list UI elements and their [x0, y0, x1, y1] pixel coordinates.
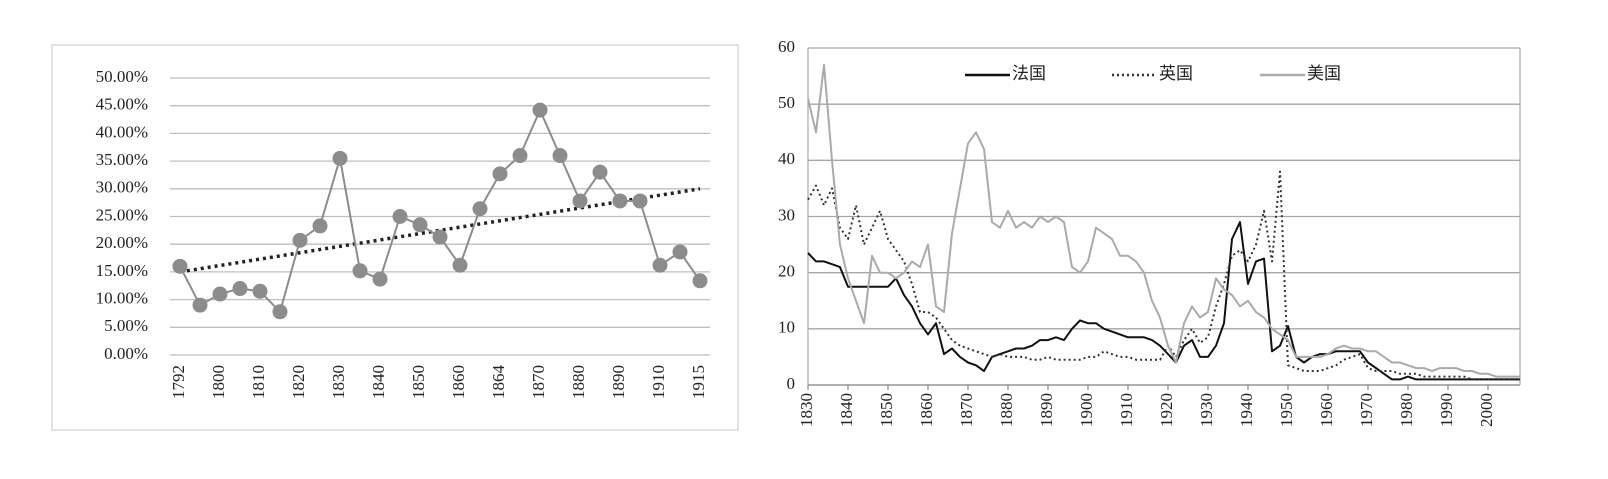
y-tick-label: 30.00%: [96, 178, 148, 197]
marker: [492, 166, 508, 182]
x-tick-label: 1840: [837, 393, 856, 427]
x-tick-label: 1810: [249, 365, 268, 399]
y-tick-label: 20: [778, 262, 795, 281]
x-tick-label: 1880: [569, 365, 588, 399]
x-tick-label: 1980: [1397, 393, 1416, 427]
x-tick-label: 1880: [997, 393, 1016, 427]
y-tick-label: 10: [778, 318, 795, 337]
marker: [312, 218, 328, 234]
marker: [532, 102, 548, 118]
legend-label: 美国: [1307, 64, 1341, 83]
marker: [452, 257, 468, 273]
series-line: [807, 170, 1520, 381]
marker: [212, 286, 228, 302]
y-tick-label: 5.00%: [104, 316, 148, 335]
marker: [672, 244, 688, 260]
x-tick-label: 1900: [1077, 393, 1096, 427]
x-tick-label: 1960: [1317, 393, 1336, 427]
marker: [432, 229, 448, 245]
y-tick-label: 60: [778, 37, 795, 56]
marker: [272, 304, 288, 320]
chart-frame: [51, 44, 739, 431]
x-tick-label: 1830: [329, 365, 348, 399]
y-tick-label: 50: [778, 93, 795, 112]
y-tick-label: 0.00%: [104, 344, 148, 363]
y-tick-label: 35.00%: [96, 150, 148, 169]
marker: [172, 258, 188, 274]
marker: [232, 281, 248, 297]
marker: [252, 283, 268, 299]
series-line: [807, 221, 1520, 381]
x-tick-label: 1850: [877, 393, 896, 427]
y-tick-label: 40.00%: [96, 122, 148, 141]
y-tick-label: 15.00%: [96, 261, 148, 280]
legend-label: 英国: [1159, 64, 1193, 83]
x-tick-label: 1915: [689, 365, 708, 399]
x-tick-label: 1890: [609, 365, 628, 399]
x-tick-label: 1910: [1117, 393, 1136, 427]
marker: [572, 193, 588, 209]
x-tick-label: 1792: [169, 365, 188, 399]
marker: [692, 273, 708, 289]
y-tick-label: 30: [778, 205, 795, 224]
marker: [392, 209, 408, 224]
series-line: [179, 109, 701, 313]
y-tick-label: 10.00%: [96, 289, 148, 308]
x-tick-label: 1930: [1197, 393, 1216, 427]
x-tick-label: 1920: [1157, 393, 1176, 427]
y-tick-label: 45.00%: [96, 95, 148, 114]
x-tick-label: 1840: [369, 365, 388, 399]
marker: [472, 201, 488, 217]
marker: [552, 148, 568, 164]
x-tick-label: 2000: [1477, 393, 1496, 427]
marker: [652, 257, 668, 273]
marker: [192, 297, 208, 313]
x-tick-label: 1940: [1237, 393, 1256, 427]
legend-label: 法国: [1012, 64, 1046, 83]
marker: [352, 263, 368, 279]
y-tick-label: 50.00%: [96, 67, 148, 86]
marker: [332, 150, 348, 166]
series-line: [807, 63, 1520, 378]
x-tick-label: 1860: [449, 365, 468, 399]
x-tick-label: 1990: [1437, 393, 1456, 427]
marker: [612, 193, 628, 209]
x-tick-label: 1950: [1277, 393, 1296, 427]
marker: [292, 232, 308, 248]
x-tick-label: 1870: [957, 393, 976, 427]
x-tick-label: 1970: [1357, 393, 1376, 427]
marker: [372, 271, 388, 287]
x-tick-label: 1850: [409, 365, 428, 399]
x-tick-label: 1870: [529, 365, 548, 399]
y-tick-label: 25.00%: [96, 205, 148, 224]
x-tick-label: 1820: [289, 365, 308, 399]
marker: [592, 164, 608, 180]
x-tick-label: 1860: [917, 393, 936, 427]
marker: [632, 193, 648, 209]
marker: [412, 217, 428, 233]
x-tick-label: 1864: [489, 365, 508, 400]
y-tick-label: 0: [787, 374, 796, 393]
x-tick-label: 1830: [797, 393, 816, 427]
y-tick-label: 20.00%: [96, 233, 148, 252]
y-tick-label: 40: [778, 149, 795, 168]
marker: [512, 148, 528, 164]
x-tick-label: 1910: [649, 365, 668, 399]
x-tick-label: 1890: [1037, 393, 1056, 427]
x-tick-label: 1800: [209, 365, 228, 399]
